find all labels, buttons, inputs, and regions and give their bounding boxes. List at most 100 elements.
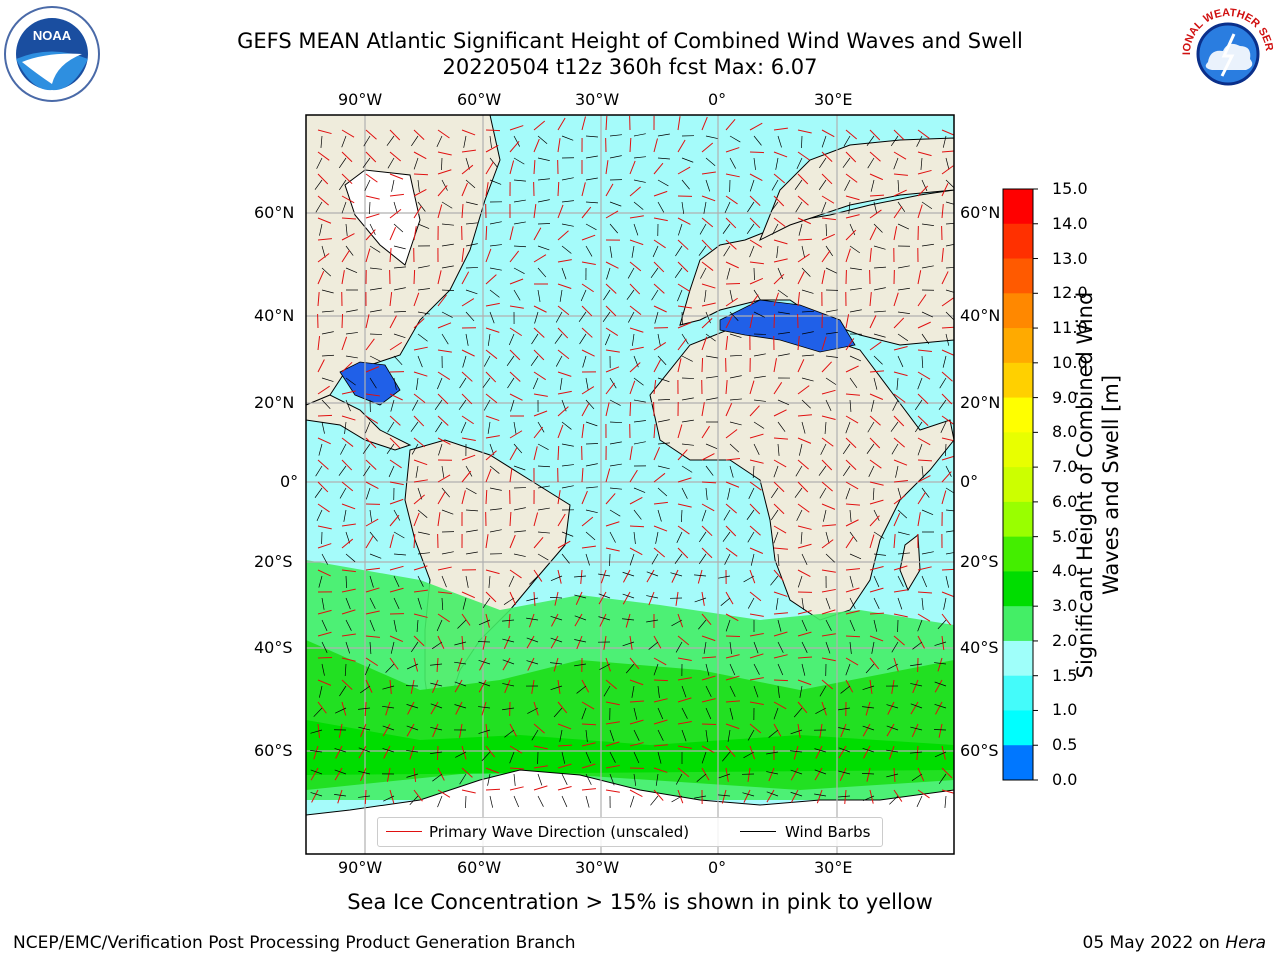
wind-barb — [891, 641, 899, 653]
wind-barb — [321, 553, 328, 565]
wave-arrow — [481, 701, 487, 716]
wind-barb — [801, 597, 805, 610]
wind-barb — [436, 135, 443, 148]
wind-barb — [382, 705, 395, 709]
wind-barb — [435, 421, 443, 433]
wind-barb — [653, 663, 659, 676]
wind-barb — [921, 311, 934, 318]
colorbar-tick-label: 6.0 — [1052, 491, 1078, 511]
wave-arrow — [413, 479, 428, 483]
wind-barb — [537, 531, 550, 534]
wave-arrow — [701, 675, 716, 681]
wave-arrow — [917, 566, 932, 571]
wave-arrow — [461, 371, 473, 382]
colorbar-tick-label: 11.0 — [1052, 318, 1088, 338]
wave-arrow — [557, 204, 564, 219]
wave-arrow — [653, 767, 668, 773]
wave-arrow — [485, 767, 500, 774]
lon-tick-top: 60°W — [457, 90, 502, 109]
wave-arrow — [413, 415, 425, 427]
wind-barb — [460, 421, 467, 434]
wind-barb — [945, 223, 954, 225]
wave-arrow — [869, 194, 885, 197]
wind-barb — [934, 662, 947, 665]
wind-barb — [729, 421, 742, 426]
wave-arrow — [797, 238, 813, 241]
wave-arrow — [869, 437, 881, 449]
wind-barb — [743, 575, 755, 583]
wave-arrow — [653, 138, 658, 153]
wave-arrow — [869, 315, 877, 329]
wind-barb — [777, 399, 790, 406]
wave-arrow — [430, 701, 439, 715]
wave-arrow — [413, 635, 425, 647]
wind-barb — [914, 399, 923, 411]
wind-barb — [824, 421, 827, 434]
wave-arrow — [533, 227, 542, 241]
wind-barb — [321, 597, 325, 610]
wave-arrow — [677, 283, 691, 292]
wind-barb — [358, 770, 371, 775]
wave-arrow — [893, 635, 905, 646]
wind-barb — [585, 751, 592, 764]
wind-barb — [633, 133, 646, 137]
wave-arrow — [629, 380, 636, 395]
wind-barb — [465, 465, 473, 477]
wind-barb — [465, 289, 478, 295]
wind-barb — [777, 685, 780, 698]
wave-arrow — [653, 162, 664, 175]
wind-barb — [532, 377, 539, 390]
wave-arrow — [389, 208, 402, 219]
wave-arrow — [910, 701, 919, 715]
wind-barb — [509, 751, 515, 764]
footer-date-text: 05 May 2022 on — [1082, 933, 1226, 953]
wave-arrow — [317, 631, 332, 637]
wind-barb — [801, 289, 814, 294]
wind-barb — [537, 507, 550, 511]
colorbar-tick-label: 14.0 — [1052, 213, 1088, 233]
wind-barb — [465, 201, 478, 206]
wave-arrow — [437, 169, 452, 175]
wave-arrow — [533, 254, 547, 263]
wave-arrow — [797, 336, 800, 351]
wind-barb — [318, 443, 323, 456]
wind-barb — [430, 663, 443, 666]
wave-arrow — [629, 305, 642, 316]
wind-barb — [369, 333, 383, 335]
wave-arrow — [793, 745, 799, 760]
wave-arrow — [310, 767, 319, 781]
wind-barb — [777, 641, 784, 653]
wave-arrow — [893, 789, 903, 802]
wave-arrow — [701, 171, 716, 175]
wind-barb — [849, 509, 852, 522]
wind-barb — [488, 575, 491, 588]
wind-barb — [502, 707, 515, 711]
wave-arrow — [916, 745, 919, 760]
wave-arrow — [773, 195, 785, 207]
colorbar-segment — [1003, 501, 1033, 538]
wind-barb — [483, 355, 491, 367]
wave-arrow — [629, 186, 641, 197]
wind-barb — [849, 641, 852, 654]
wave-arrow — [938, 723, 943, 738]
wind-barb — [677, 223, 683, 236]
wind-barb — [777, 353, 790, 357]
wind-barb — [345, 377, 356, 386]
wind-barb — [386, 443, 395, 454]
wind-barb — [681, 179, 690, 190]
wind-barb — [603, 289, 611, 301]
wave-arrow — [721, 789, 727, 804]
wind-barb — [945, 289, 954, 293]
wave-arrow — [821, 361, 832, 373]
wave-arrow — [581, 305, 593, 317]
wave-arrow — [581, 701, 595, 710]
wind-barb — [513, 135, 520, 147]
wave-arrow — [893, 189, 907, 197]
wave-arrow — [432, 723, 439, 738]
wind-barb — [576, 685, 587, 694]
wind-barb — [942, 135, 947, 148]
wave-arrow — [749, 314, 754, 329]
wind-barb — [609, 377, 617, 389]
lat-tick-right: 20°S — [960, 552, 999, 571]
wave-arrow — [629, 789, 643, 797]
